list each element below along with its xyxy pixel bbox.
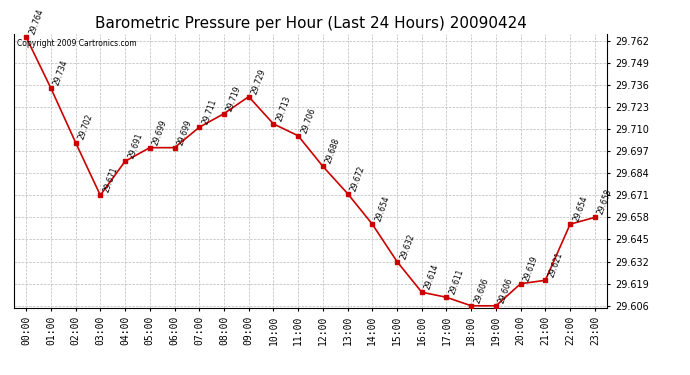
Text: 29.671: 29.671 [101,166,119,194]
Text: 29.619: 29.619 [522,254,540,282]
Text: 29.711: 29.711 [201,98,218,126]
Text: 29.614: 29.614 [423,263,441,291]
Text: 29.654: 29.654 [374,195,391,223]
Text: 29.764: 29.764 [28,8,45,36]
Text: 29.654: 29.654 [571,195,589,223]
Text: 29.734: 29.734 [52,58,70,87]
Text: 29.621: 29.621 [546,251,564,279]
Text: 29.713: 29.713 [275,94,293,123]
Text: Copyright 2009 Cartronics.com: Copyright 2009 Cartronics.com [17,39,137,48]
Text: 29.688: 29.688 [324,137,342,165]
Text: 29.606: 29.606 [473,276,490,304]
Text: 29.702: 29.702 [77,113,95,141]
Text: 29.632: 29.632 [398,232,416,260]
Text: 29.658: 29.658 [596,188,613,216]
Text: 29.706: 29.706 [299,106,317,134]
Text: 29.672: 29.672 [349,164,366,192]
Text: 29.719: 29.719 [226,84,243,112]
Text: 29.691: 29.691 [126,132,144,160]
Text: 29.699: 29.699 [176,118,193,146]
Text: 29.699: 29.699 [151,118,169,146]
Text: 29.729: 29.729 [250,67,268,95]
Title: Barometric Pressure per Hour (Last 24 Hours) 20090424: Barometric Pressure per Hour (Last 24 Ho… [95,16,526,31]
Text: 29.606: 29.606 [497,276,515,304]
Text: 29.611: 29.611 [448,268,465,296]
